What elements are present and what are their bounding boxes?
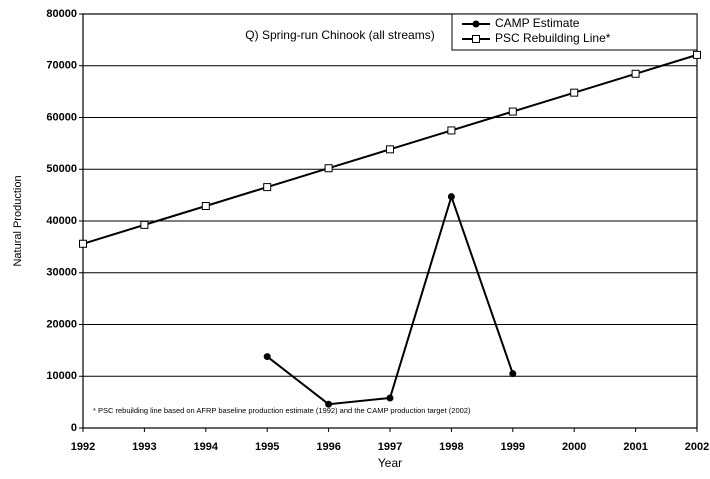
- data-point: [263, 353, 271, 361]
- data-point: [447, 126, 456, 135]
- y-tick-label: 60000: [46, 111, 77, 123]
- data-point: [324, 164, 333, 173]
- x-axis-title: Year: [378, 456, 402, 470]
- x-tick-label: 1992: [71, 441, 95, 453]
- y-tick-label: 30000: [46, 267, 77, 279]
- data-point: [386, 145, 394, 154]
- data-point: [693, 50, 701, 59]
- data-point: [631, 69, 640, 78]
- x-tick-label: 1995: [255, 441, 279, 453]
- y-tick-label: 20000: [46, 318, 77, 330]
- annotation: * PSC rebuilding line based on AFRP base…: [93, 406, 471, 415]
- y-tick-label: 80000: [46, 8, 77, 20]
- x-tick-label: 2001: [623, 441, 647, 453]
- x-tick-label: 1996: [316, 441, 340, 453]
- chart-title: Q) Spring-run Chinook (all streams): [245, 28, 434, 42]
- data-point: [447, 193, 455, 201]
- legend-label: CAMP Estimate: [495, 16, 580, 30]
- x-tick-label: 1998: [439, 441, 463, 453]
- data-point: [509, 370, 517, 378]
- plot-frame: [82, 13, 698, 429]
- y-tick-label: 40000: [46, 215, 77, 227]
- x-tick-label: 1997: [378, 441, 402, 453]
- y-tick-label: 10000: [46, 370, 77, 382]
- data-point: [386, 394, 394, 402]
- y-tick-label: 0: [71, 422, 77, 434]
- y-tick-label: 70000: [46, 60, 77, 72]
- x-tick-label: 1994: [194, 441, 219, 453]
- legend-marker: [472, 35, 480, 43]
- y-tick-label: 50000: [46, 163, 77, 175]
- data-point: [570, 88, 579, 97]
- x-tick-label: 1993: [132, 441, 156, 453]
- series-line: [266, 193, 514, 406]
- legend-box: [451, 13, 698, 51]
- legend-label: PSC Rebuilding Line*: [495, 31, 611, 45]
- data-point: [79, 239, 87, 248]
- data-point: [263, 183, 272, 192]
- data-point: [140, 220, 149, 229]
- x-tick-label: 2000: [562, 441, 586, 453]
- x-tick-label: 1999: [501, 441, 525, 453]
- data-point: [508, 107, 517, 116]
- legend-marker: [472, 20, 480, 28]
- y-axis-title: Natural Production: [12, 175, 24, 266]
- x-tick-label: 2002: [685, 441, 709, 453]
- data-point: [325, 400, 333, 408]
- data-point: [201, 201, 210, 210]
